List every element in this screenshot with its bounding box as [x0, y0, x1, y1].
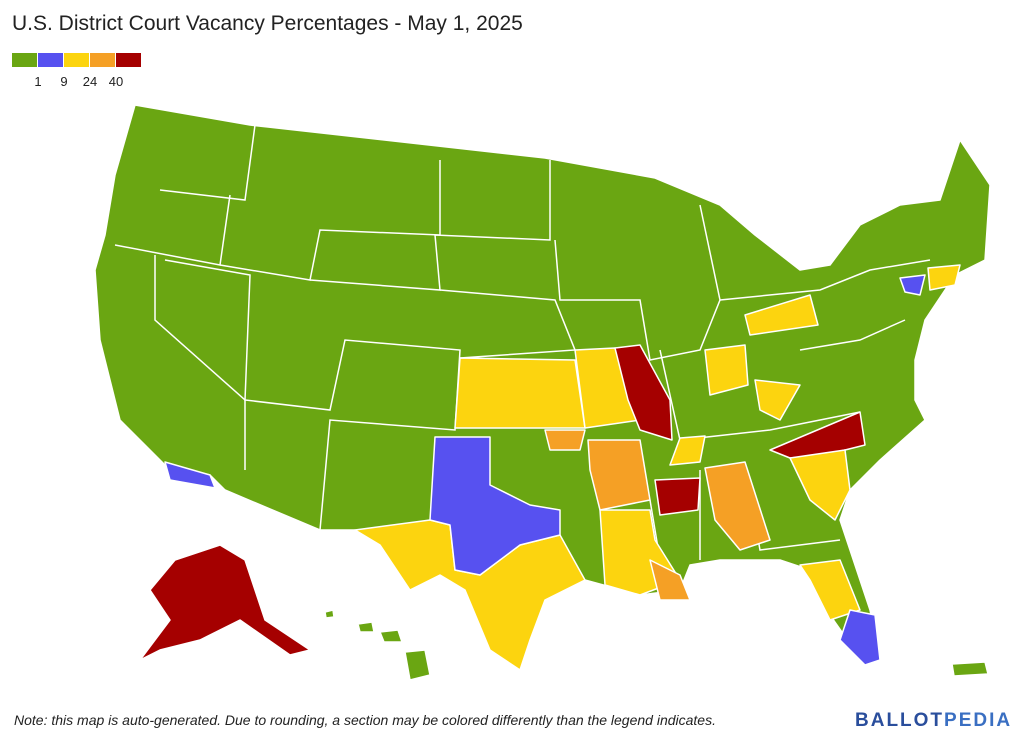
legend-label: 40	[109, 74, 123, 89]
legend-swatch	[64, 53, 89, 67]
district-region	[744, 294, 819, 336]
logo-part: BALLOT	[855, 710, 944, 731]
district-region	[544, 429, 586, 451]
state-border	[159, 124, 256, 201]
hawaii	[357, 621, 375, 633]
district-region	[704, 461, 771, 551]
legend-swatch	[38, 53, 63, 67]
district-region	[614, 344, 673, 441]
state-border	[799, 319, 906, 351]
puerto-rico	[951, 661, 989, 677]
district-region	[669, 435, 706, 466]
logo-part: PEDIA	[944, 710, 1012, 731]
alaska	[139, 544, 311, 661]
legend-label: 24	[83, 74, 97, 89]
legend-swatch	[12, 53, 37, 67]
district-region	[704, 344, 749, 396]
state-border	[719, 259, 931, 301]
legend-label: 1	[34, 74, 41, 89]
district-region	[649, 559, 691, 601]
district-region	[164, 461, 216, 489]
district-region	[654, 477, 701, 516]
district-region	[454, 357, 586, 429]
state-border	[154, 255, 246, 470]
note: Note: this map is auto-generated. Due to…	[14, 712, 716, 728]
logo: BALLOTPEDIA	[855, 710, 1012, 731]
state-border	[219, 160, 441, 281]
legend-swatch	[116, 53, 141, 67]
state-border	[309, 160, 551, 291]
district-region	[429, 436, 561, 576]
district-region	[899, 274, 926, 296]
legend: 1 9 24 40	[12, 53, 141, 89]
legend-label: 9	[60, 74, 67, 89]
district-region	[839, 609, 881, 666]
hawaii	[404, 649, 431, 681]
state-border	[164, 259, 461, 531]
district-region	[927, 264, 961, 291]
hawaii	[379, 629, 403, 643]
district-region	[799, 559, 861, 621]
district-region	[789, 449, 851, 521]
map-title: U.S. District Court Vacancy Percentages …	[12, 12, 523, 35]
district-region	[754, 379, 801, 421]
state-border	[659, 349, 861, 441]
hawaii	[324, 609, 335, 619]
legend-swatch	[90, 53, 115, 67]
district-region	[587, 439, 651, 511]
state-border	[439, 289, 577, 359]
map	[94, 104, 991, 681]
